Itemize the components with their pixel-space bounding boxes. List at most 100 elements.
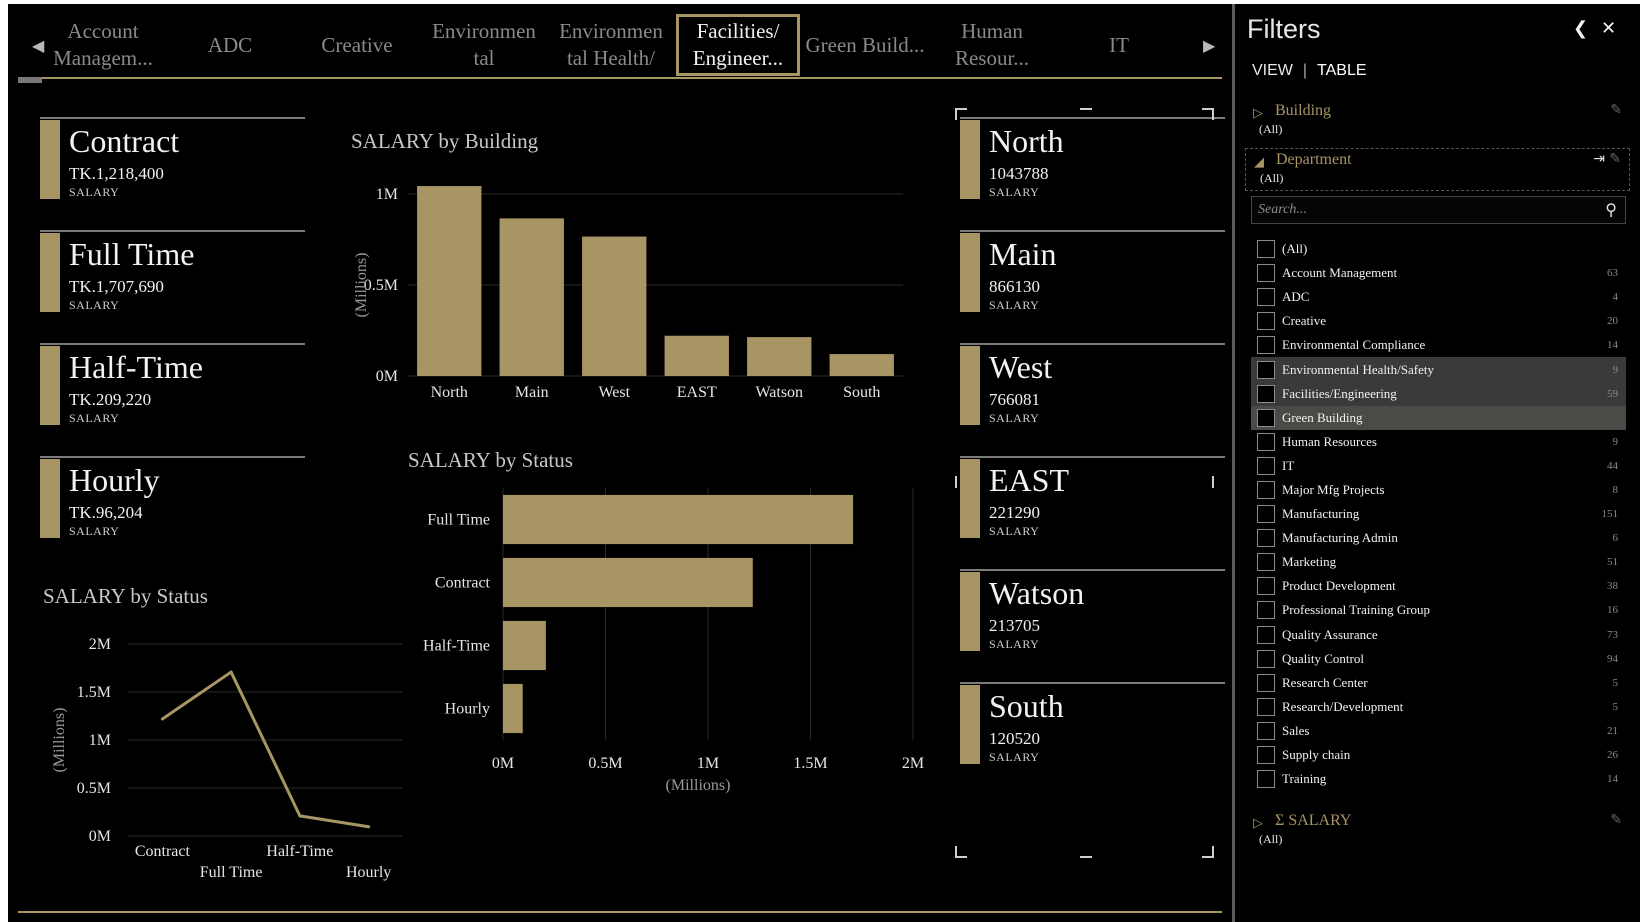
tiles-next-icon[interactable]: ▶	[1203, 36, 1215, 55]
card-accent-bar	[960, 120, 980, 199]
expand-icon[interactable]: ▷	[1253, 816, 1263, 831]
list-item[interactable]: Human Resources 9	[1251, 430, 1626, 454]
kpi-card-full-time[interactable]: Full Time TK.1,707,690 SALARY	[40, 230, 305, 312]
checkbox[interactable]	[1257, 650, 1275, 668]
filters-tabs: VIEW | TABLE	[1252, 62, 1367, 80]
tile-6[interactable]: Facilities/ Engineer...	[676, 14, 800, 76]
checkbox[interactable]	[1257, 336, 1275, 354]
list-item[interactable]: Green Building	[1251, 406, 1626, 430]
close-icon[interactable]: ✕	[1601, 18, 1616, 39]
checkbox[interactable]	[1257, 288, 1275, 306]
kpi-card-north[interactable]: North 1043788 SALARY	[960, 117, 1225, 199]
list-item[interactable]: Supply chain 26	[1251, 743, 1626, 767]
checkbox[interactable]	[1257, 553, 1275, 571]
expand-icon[interactable]: ▷	[1253, 106, 1263, 121]
card-top-line	[40, 230, 305, 232]
focus-edge-bottom[interactable]	[1080, 856, 1092, 858]
list-item[interactable]: Research/Development 5	[1251, 695, 1626, 719]
focus-edge-right[interactable]	[1212, 476, 1214, 488]
tab-view[interactable]: VIEW	[1252, 62, 1293, 79]
item-count: 20	[1607, 315, 1618, 327]
focus-edge-top[interactable]	[1080, 108, 1092, 110]
search-input[interactable]: Search...	[1258, 202, 1307, 218]
filter-card-salary[interactable]: ▷ Σ SALARY (All) ✎	[1245, 810, 1630, 850]
kpi-card-east[interactable]: EAST 221290 SALARY	[960, 456, 1225, 538]
collapse-icon[interactable]: ❮	[1573, 18, 1588, 39]
checkbox[interactable]	[1257, 722, 1275, 740]
tile-9[interactable]: IT	[1057, 14, 1181, 76]
kpi-card-west[interactable]: West 766081 SALARY	[960, 343, 1225, 425]
list-item[interactable]: Manufacturing 151	[1251, 502, 1626, 526]
list-item[interactable]: Training 14	[1251, 767, 1626, 791]
checkbox[interactable]	[1257, 626, 1275, 644]
checkbox[interactable]	[1257, 505, 1275, 523]
tab-table[interactable]: TABLE	[1317, 62, 1367, 79]
filter-card-building[interactable]: ▷ Building (All) ✎	[1245, 100, 1630, 140]
list-item[interactable]: Product Development 38	[1251, 574, 1626, 598]
checkbox[interactable]	[1257, 457, 1275, 475]
checkbox[interactable]	[1257, 264, 1275, 282]
list-item[interactable]: Account Management 63	[1251, 261, 1626, 285]
checkbox[interactable]	[1257, 601, 1275, 619]
collapse-arrow-icon[interactable]: ◢	[1254, 155, 1264, 170]
search-icon[interactable]: ⚲	[1605, 200, 1617, 219]
focus-edge-left[interactable]	[955, 476, 957, 488]
kpi-card-main[interactable]: Main 866130 SALARY	[960, 230, 1225, 312]
list-item[interactable]: Sales 21	[1251, 719, 1626, 743]
kpi-card-watson[interactable]: Watson 213705 SALARY	[960, 569, 1225, 651]
tile-3[interactable]: Creative	[295, 14, 419, 76]
checkbox[interactable]	[1257, 312, 1275, 330]
tile-4[interactable]: Environmen tal	[422, 14, 546, 76]
checkbox[interactable]	[1257, 240, 1275, 258]
tile-8[interactable]: Human Resour...	[930, 14, 1054, 76]
item-count: 14	[1607, 773, 1618, 785]
tile-5[interactable]: Environmen tal Health/	[549, 14, 673, 76]
list-item[interactable]: Environmental Compliance 14	[1251, 333, 1626, 357]
card-top-line	[40, 343, 305, 345]
checkbox[interactable]	[1257, 361, 1275, 379]
checkbox[interactable]	[1257, 529, 1275, 547]
tile-7[interactable]: Green Build...	[803, 14, 927, 76]
apply-filter-icon[interactable]: ⇥	[1593, 151, 1605, 167]
list-item[interactable]: Professional Training Group 16	[1251, 598, 1626, 622]
kpi-card-hourly[interactable]: Hourly TK.96,204 SALARY	[40, 456, 305, 538]
item-count: 44	[1607, 460, 1618, 472]
filter-value: (All)	[1259, 832, 1282, 847]
kpi-card-south[interactable]: South 120520 SALARY	[960, 682, 1225, 764]
checkbox[interactable]	[1257, 385, 1275, 403]
eraser-icon[interactable]: ✎	[1610, 812, 1622, 828]
list-item[interactable]: (All)	[1251, 237, 1626, 261]
list-item[interactable]: ADC 4	[1251, 285, 1626, 309]
checkbox[interactable]	[1257, 409, 1275, 427]
checkbox[interactable]	[1257, 577, 1275, 595]
tile-2[interactable]: ADC	[168, 14, 292, 76]
kpi-card-half-time[interactable]: Half-Time TK.209,220 SALARY	[40, 343, 305, 425]
list-item[interactable]: Manufacturing Admin 6	[1251, 526, 1626, 550]
card-label: SALARY	[989, 524, 1039, 539]
eraser-icon[interactable]: ✎	[1609, 151, 1621, 167]
checkbox[interactable]	[1257, 481, 1275, 499]
checkbox[interactable]	[1257, 746, 1275, 764]
list-item[interactable]: Quality Assurance 73	[1251, 623, 1626, 647]
list-item[interactable]: Environmental Health/Safety 9	[1251, 357, 1626, 381]
list-item[interactable]: Marketing 51	[1251, 550, 1626, 574]
list-item[interactable]: Creative 20	[1251, 309, 1626, 333]
list-item[interactable]: Facilities/Engineering 59	[1251, 382, 1626, 406]
checkbox[interactable]	[1257, 674, 1275, 692]
department-search[interactable]: Search... ⚲	[1251, 196, 1626, 224]
list-item[interactable]: Quality Control 94	[1251, 647, 1626, 671]
list-item[interactable]: Major Mfg Projects 8	[1251, 478, 1626, 502]
eraser-icon[interactable]: ✎	[1610, 102, 1622, 118]
list-item[interactable]: Research Center 5	[1251, 671, 1626, 695]
tiles-scrollbar[interactable]	[18, 77, 42, 83]
checkbox[interactable]	[1257, 698, 1275, 716]
card-value: TK.96,204	[69, 503, 143, 523]
filter-card-department[interactable]: ◢ Department (All) ⇥ ✎	[1245, 148, 1630, 191]
checkbox[interactable]	[1257, 770, 1275, 788]
y-tick-label: Hourly	[445, 701, 490, 718]
list-item[interactable]: IT 44	[1251, 454, 1626, 478]
y-axis-label: (Millions)	[51, 708, 68, 773]
tile-1[interactable]: Account Managem...	[41, 14, 165, 76]
kpi-card-contract[interactable]: Contract TK.1,218,400 SALARY	[40, 117, 305, 199]
checkbox[interactable]	[1257, 433, 1275, 451]
